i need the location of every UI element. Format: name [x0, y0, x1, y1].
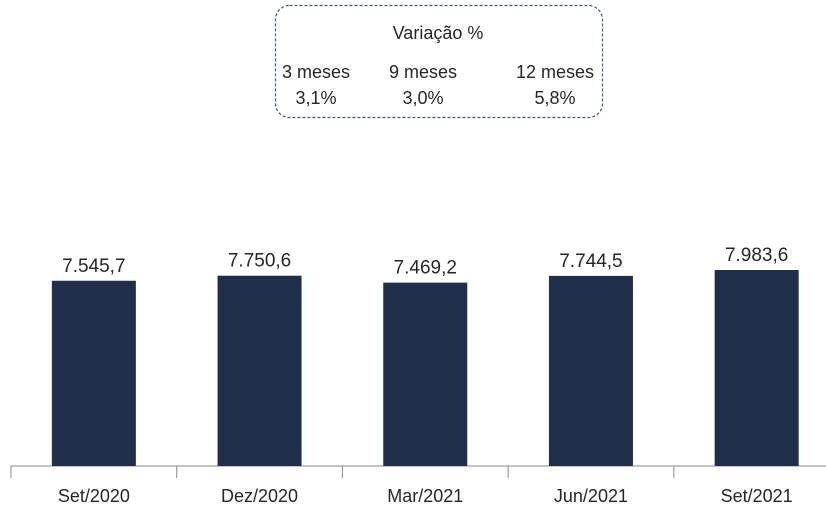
bar: [714, 270, 799, 466]
data-label: 7.744,5: [559, 251, 622, 272]
annotation-value: 3,1%: [295, 88, 336, 108]
data-label: 7.469,2: [394, 258, 457, 279]
x-tick-label: Set/2021: [721, 486, 793, 506]
data-label: 7.750,6: [228, 251, 291, 272]
annotation-label: 9 meses: [389, 62, 457, 82]
annotation-label: 3 meses: [282, 62, 350, 82]
data-label: 7.545,7: [62, 256, 125, 277]
bar: [548, 275, 633, 466]
bar: [51, 280, 136, 466]
annotation-box: [274, 4, 604, 119]
annotation-label: 12 meses: [516, 62, 594, 82]
annotation-value: 5,8%: [534, 88, 575, 108]
bar: [217, 275, 302, 466]
x-tick-label: Dez/2020: [221, 486, 298, 506]
x-tick-label: Set/2020: [58, 486, 130, 506]
annotation-title: Variação %: [393, 23, 484, 43]
data-label: 7.983,6: [725, 245, 788, 266]
bar: [383, 282, 468, 466]
annotation-value: 3,0%: [402, 88, 443, 108]
x-tick-label: Mar/2021: [387, 486, 463, 506]
x-tick-label: Jun/2021: [554, 486, 628, 506]
